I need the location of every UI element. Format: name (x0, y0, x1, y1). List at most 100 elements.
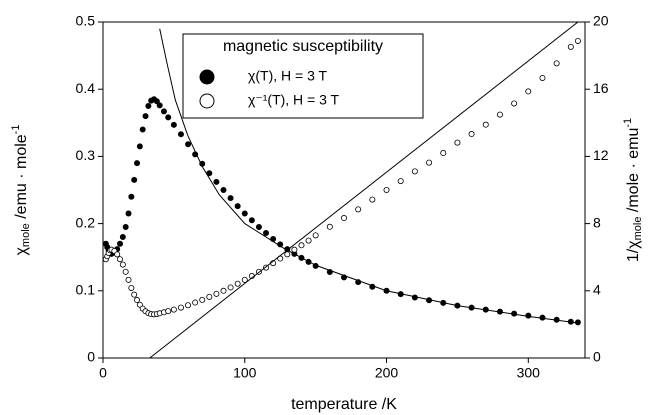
x-tick-label: 100 (233, 365, 257, 381)
data-point (454, 139, 461, 146)
y2-axis-label: 1/χmole /mole · emu-1 (622, 118, 644, 262)
data-point (213, 290, 220, 297)
y-tick-label: 0.5 (76, 13, 96, 29)
fit-line (149, 21, 579, 359)
data-point (185, 141, 192, 148)
data-point (136, 143, 143, 150)
y-label-rest: /emu · mole (13, 134, 30, 223)
data-point (539, 74, 546, 81)
data-point (263, 230, 270, 237)
data-point (119, 234, 126, 241)
data-point (119, 261, 126, 268)
data-point (220, 287, 227, 294)
data-point (255, 223, 262, 230)
data-point (125, 276, 132, 283)
data-point (291, 246, 298, 253)
data-point (426, 159, 433, 166)
y2-label-sub: mole (632, 217, 644, 241)
y-tick-label: 0.2 (76, 214, 96, 230)
y2-tick-label: 4 (593, 282, 601, 298)
y2-label-sup: -1 (622, 118, 634, 128)
data-point (128, 284, 135, 291)
data-point (326, 223, 333, 230)
data-point (170, 121, 177, 128)
data-point (185, 302, 192, 309)
y2-label-rest: /mole · emu (625, 128, 642, 217)
data-point (397, 178, 404, 185)
data-point (241, 276, 248, 283)
data-point (122, 223, 129, 230)
legend-marker (199, 69, 215, 85)
data-point (340, 215, 347, 222)
data-point (284, 251, 291, 258)
y-tick-label: 0.4 (76, 80, 96, 96)
data-point (312, 232, 319, 239)
data-point (153, 98, 160, 105)
data-point (114, 251, 121, 258)
legend-marker (199, 93, 215, 109)
data-point (156, 102, 163, 109)
legend-box (182, 33, 424, 119)
data-point (117, 256, 124, 263)
y2-tick-label: 0 (593, 349, 601, 365)
data-point (525, 88, 532, 95)
data-point (567, 43, 574, 50)
data-point (234, 280, 241, 287)
x-axis-label: temperature /K (291, 396, 397, 413)
data-point (192, 299, 199, 306)
data-point (482, 121, 489, 128)
data-point (131, 291, 138, 298)
data-point (468, 131, 475, 138)
y2-tick-label: 20 (593, 13, 609, 29)
legend-label: χ(T), H = 3 T (248, 68, 327, 84)
y2-tick-label: 8 (593, 214, 601, 230)
data-point (199, 296, 206, 303)
data-point (355, 206, 362, 213)
x-tick-label: 300 (517, 365, 541, 381)
data-point (134, 160, 141, 167)
data-point (131, 176, 138, 183)
data-point (128, 193, 135, 200)
data-point (369, 196, 376, 203)
data-point (227, 284, 234, 291)
data-point (177, 304, 184, 311)
data-point (574, 37, 581, 44)
data-point (248, 217, 255, 224)
data-point (305, 237, 312, 244)
y-label-sub: mole (20, 223, 32, 247)
data-point (125, 210, 132, 217)
data-point (142, 113, 149, 120)
data-point (160, 108, 167, 115)
data-point (165, 114, 172, 121)
plot-frame (102, 21, 586, 359)
y-axis-label: χmole /emu · mole-1 (10, 125, 32, 256)
y-label-base: χ (13, 246, 30, 255)
legend-title: magnetic susceptibility (223, 38, 383, 55)
x-tick-label: 200 (375, 365, 399, 381)
data-point (206, 293, 213, 300)
y2-tick-label: 12 (593, 147, 609, 163)
data-point (241, 210, 248, 217)
y-tick-label: 0.1 (76, 282, 96, 298)
data-point (134, 297, 141, 304)
y-tick-label: 0.3 (76, 147, 96, 163)
data-point (383, 186, 390, 193)
data-point (511, 100, 518, 107)
data-point (298, 242, 305, 249)
fit-line (159, 28, 578, 324)
y2-label-base: 1/χ (625, 240, 642, 262)
y-tick-label: 0 (87, 349, 95, 365)
x-tick-label: 0 (99, 365, 107, 381)
legend-label: χ⁻¹(T), H = 3 T (248, 92, 340, 108)
data-point (122, 268, 129, 275)
data-point (440, 150, 447, 157)
data-point (411, 168, 418, 175)
data-point (139, 126, 146, 133)
data-point (117, 240, 124, 247)
data-point (553, 60, 560, 67)
data-point (145, 103, 152, 110)
y2-tick-label: 16 (593, 80, 609, 96)
data-point (234, 203, 241, 210)
data-point (177, 131, 184, 138)
